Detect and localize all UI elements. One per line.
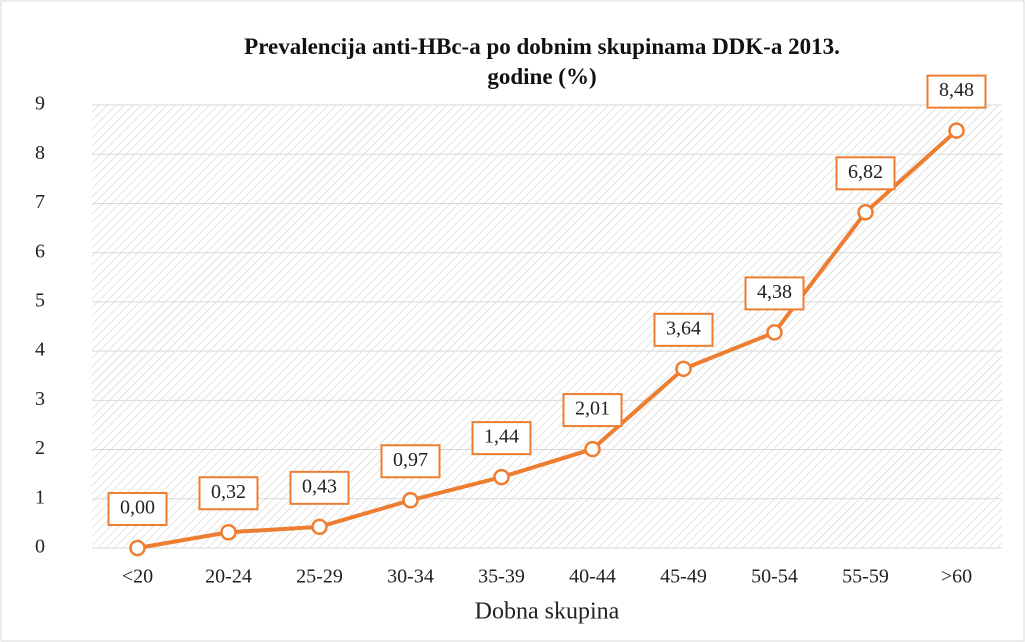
- data-label: 2,01: [575, 398, 610, 420]
- data-label-box: [198, 476, 259, 511]
- y-tick-label: 8: [35, 142, 45, 164]
- data-label-box: [471, 421, 532, 456]
- data-label-box: [835, 156, 896, 191]
- data-label-box: [653, 312, 714, 347]
- data-label: 0,00: [120, 497, 155, 519]
- x-tick-label: 25-29: [296, 566, 343, 588]
- data-label: 4,38: [757, 281, 792, 303]
- data-point: [129, 539, 146, 557]
- x-tick-label: 40-44: [569, 566, 616, 588]
- x-tick-label: 35-39: [478, 566, 525, 588]
- chart-title: Prevalencija anti-HBc-a po dobnim skupin…: [244, 34, 840, 89]
- data-point: [766, 324, 783, 341]
- data-label: 0,43: [302, 475, 337, 497]
- data-label: 0,97: [393, 449, 428, 471]
- data-label: 6,82: [848, 161, 883, 183]
- y-tick-label: 2: [35, 437, 45, 459]
- y-tick-label: 1: [35, 486, 45, 508]
- data-label-box: [926, 74, 987, 109]
- data-label: 0,32: [211, 481, 246, 503]
- data-label-box: [562, 393, 623, 428]
- x-tick-label: 55-59: [842, 566, 889, 588]
- data-point: [857, 204, 874, 221]
- data-label-box: [380, 444, 441, 479]
- data-label: 1,44: [484, 426, 519, 448]
- data-point: [948, 122, 965, 139]
- x-tick-label: 45-49: [660, 566, 707, 588]
- x-tick-label: >60: [941, 566, 972, 588]
- data-label: 3,64: [666, 317, 701, 339]
- y-tick-label: 4: [35, 339, 45, 361]
- data-line: [137, 129, 958, 550]
- data-label: 8,48: [939, 79, 974, 101]
- data-point: [402, 492, 419, 509]
- y-tick-label: 7: [35, 191, 45, 213]
- data-point: [675, 360, 692, 378]
- data-label-box: [107, 492, 168, 526]
- y-tick-label: 6: [35, 240, 45, 262]
- data-label-box: [744, 276, 805, 311]
- data-label-box: [289, 470, 350, 505]
- data-point: [493, 468, 510, 486]
- data-point: [220, 523, 237, 541]
- x-tick-label: 50-54: [751, 566, 798, 588]
- y-tick-label: 9: [35, 93, 45, 115]
- x-tick-label: <20: [122, 566, 153, 588]
- x-tick-label: 20-24: [205, 566, 252, 588]
- x-axis-label: Dobna skupina: [475, 599, 620, 625]
- data-point: [584, 440, 601, 458]
- y-tick-label: 0: [35, 536, 45, 558]
- y-tick-label: 5: [35, 289, 45, 311]
- x-tick-label: 30-34: [387, 566, 434, 588]
- y-tick-label: 3: [35, 388, 45, 410]
- data-point: [311, 518, 328, 536]
